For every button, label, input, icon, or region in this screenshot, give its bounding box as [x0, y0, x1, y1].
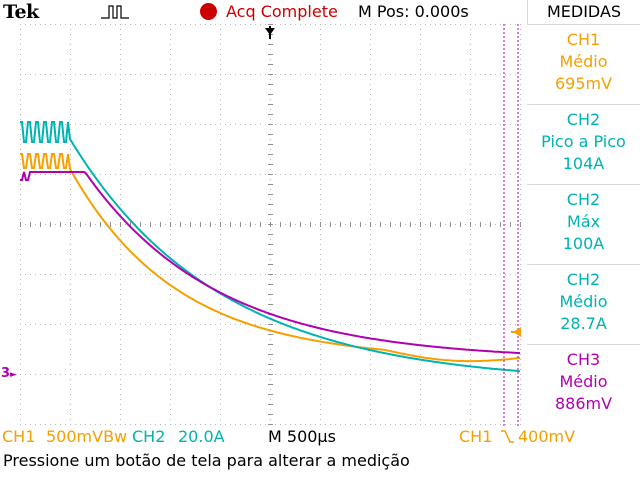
measurements-title: MEDIDAS	[527, 0, 640, 24]
ch1-waveform	[20, 153, 521, 363]
brand-logo: Tek	[3, 1, 39, 23]
ch2-label: CH2	[132, 427, 166, 446]
measurement-channel: CH2	[566, 190, 601, 209]
ch2-scale: 20.0A	[178, 427, 225, 446]
top-status-bar: Tek Acq Complete M Pos: 0.000s	[0, 0, 640, 24]
measurement-value: 886mV	[554, 394, 613, 413]
ch2-waveform	[20, 121, 521, 373]
channel-settings-bar: CH1 500mVBw CH2 20.0A M 500µs CH1 400mV	[0, 426, 640, 448]
horizontal-position: M Pos: 0.000s	[358, 2, 469, 21]
measurement-3[interactable]: CH2 Máx 100A	[527, 184, 640, 263]
graticule	[20, 24, 522, 426]
ch3-waveform	[20, 171, 521, 355]
ch1-scale: 500mVBw	[46, 427, 128, 446]
ch3-ref-label: 3	[1, 366, 11, 381]
measurement-type: Máx	[566, 212, 601, 231]
measurement-value: 28.7A	[560, 314, 607, 333]
measurement-type: Médio	[559, 52, 608, 71]
measurement-channel: CH1	[566, 30, 601, 49]
measurement-channel: CH2	[566, 110, 601, 129]
ch3-reference-marker: 3►	[1, 366, 17, 381]
acquisition-status-icon	[200, 3, 217, 20]
trigger-level: 400mV	[518, 427, 576, 446]
help-message: Pressione um botão de tela para alterar …	[3, 451, 410, 470]
measurement-value: 100A	[562, 234, 605, 253]
measurement-channel: CH3	[566, 350, 601, 369]
trigger-source: CH1	[459, 427, 493, 446]
measurement-5[interactable]: CH3 Médio 886mV	[527, 344, 640, 423]
measurement-panel: CH1 Médio 695mV CH2 Pico a Pico 104A CH2…	[527, 24, 640, 427]
measurement-2[interactable]: CH2 Pico a Pico 104A	[527, 104, 640, 183]
trigger-state-icon	[101, 5, 129, 19]
ch1-label: CH1	[2, 427, 36, 446]
measurement-value: 695mV	[554, 74, 613, 93]
trigger-position-marker	[265, 26, 275, 39]
acquisition-status: Acq Complete	[226, 2, 338, 21]
measurement-1[interactable]: CH1 Médio 695mV	[527, 24, 640, 103]
message-bar: Pressione um botão de tela para alterar …	[0, 448, 640, 480]
measurement-4[interactable]: CH2 Médio 28.7A	[527, 264, 640, 343]
measurement-value: 104A	[562, 154, 605, 173]
measurement-type: Médio	[559, 292, 608, 311]
measurement-type: Pico a Pico	[541, 132, 626, 151]
timebase: M 500µs	[268, 427, 336, 446]
trigger-level-marker	[511, 327, 521, 337]
waveform-display	[20, 24, 522, 426]
measurement-channel: CH2	[566, 270, 601, 289]
falling-edge-icon	[501, 430, 514, 443]
measurement-type: Médio	[559, 372, 608, 391]
